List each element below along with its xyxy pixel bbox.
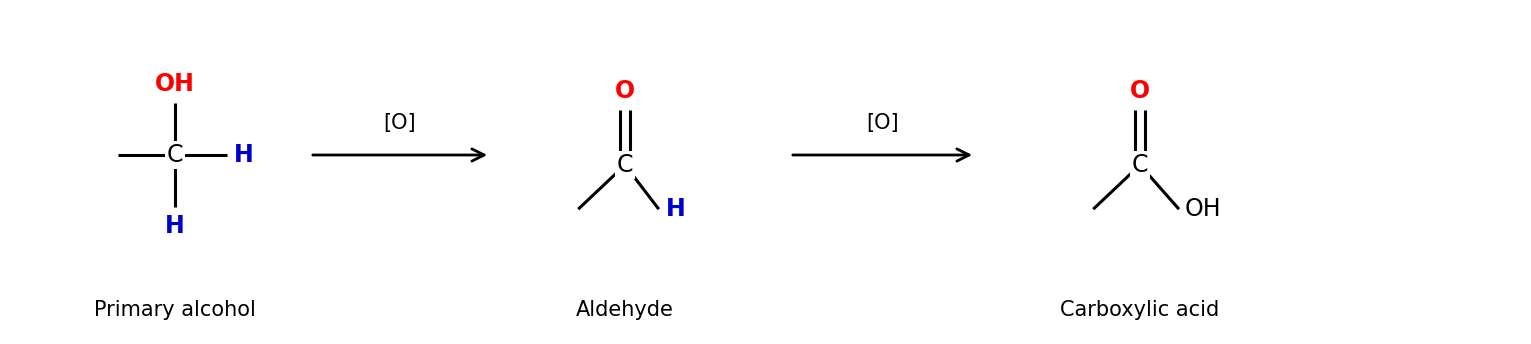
Text: OH: OH xyxy=(1185,197,1222,221)
Text: H: H xyxy=(666,197,686,221)
Text: Carboxylic acid: Carboxylic acid xyxy=(1061,300,1220,320)
Text: [O]: [O] xyxy=(384,113,416,133)
Text: O: O xyxy=(615,79,635,104)
Text: C: C xyxy=(617,153,634,177)
Text: C: C xyxy=(1131,153,1148,177)
Text: Primary alcohol: Primary alcohol xyxy=(93,300,256,320)
Text: C: C xyxy=(167,143,184,167)
Text: OH: OH xyxy=(155,72,194,96)
Text: H: H xyxy=(234,143,254,167)
Text: Aldehyde: Aldehyde xyxy=(576,300,674,320)
Text: [O]: [O] xyxy=(867,113,899,133)
Text: H: H xyxy=(165,214,185,238)
Text: O: O xyxy=(1130,79,1150,104)
